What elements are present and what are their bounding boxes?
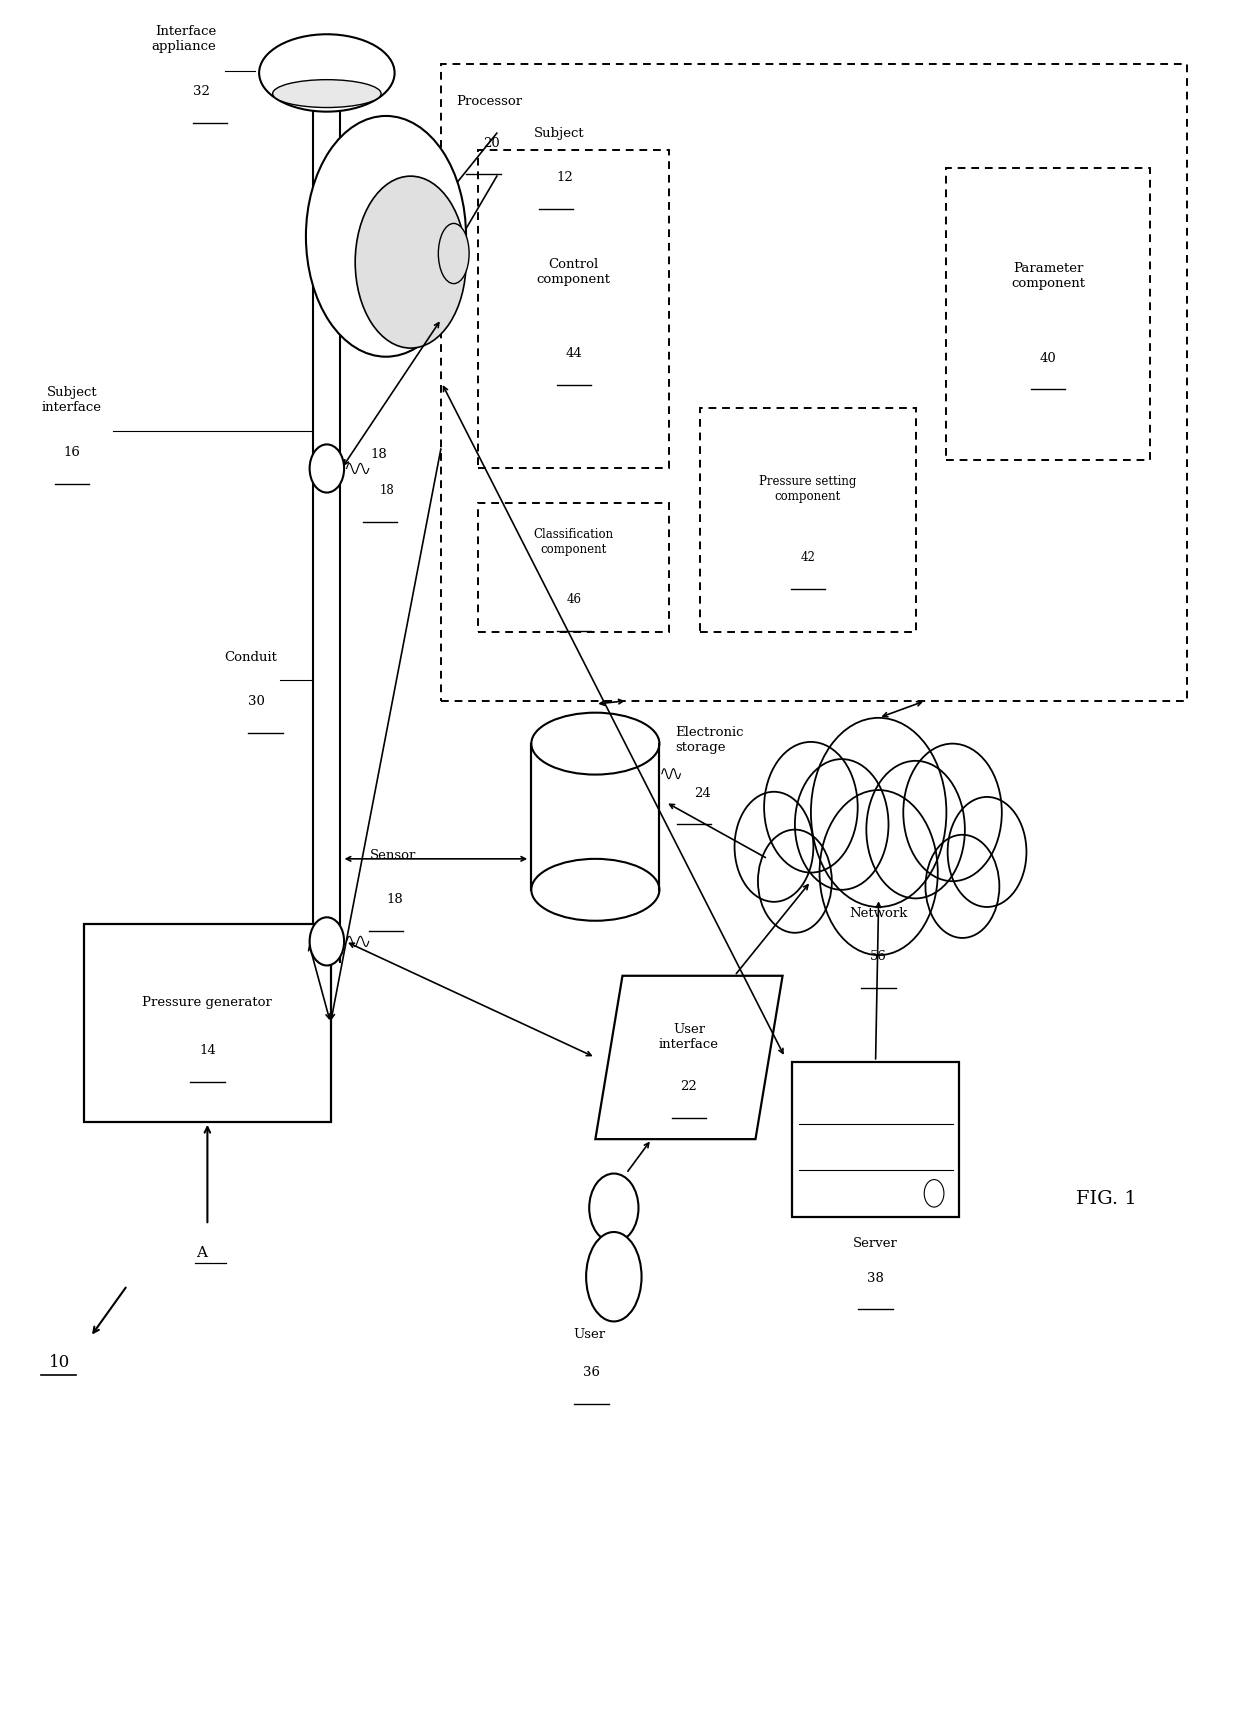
Bar xyxy=(479,150,670,468)
Circle shape xyxy=(764,741,858,873)
Text: 24: 24 xyxy=(694,786,711,800)
Circle shape xyxy=(903,743,1002,881)
Text: 22: 22 xyxy=(681,1080,697,1092)
Ellipse shape xyxy=(306,116,466,356)
Bar xyxy=(946,168,1149,460)
Bar xyxy=(792,1061,959,1217)
Text: Conduit: Conduit xyxy=(224,651,278,664)
Text: Pressure generator: Pressure generator xyxy=(143,995,273,1009)
Circle shape xyxy=(310,918,345,966)
Text: Network: Network xyxy=(849,907,908,919)
Text: A: A xyxy=(196,1246,207,1260)
Text: Subject: Subject xyxy=(533,126,584,140)
Ellipse shape xyxy=(531,712,660,774)
Text: 38: 38 xyxy=(867,1272,884,1284)
Text: 36: 36 xyxy=(583,1367,600,1379)
Circle shape xyxy=(795,759,889,890)
Text: Parameter
component: Parameter component xyxy=(1011,263,1085,290)
Ellipse shape xyxy=(438,223,469,283)
Ellipse shape xyxy=(259,35,394,112)
Circle shape xyxy=(867,760,965,899)
Ellipse shape xyxy=(531,859,660,921)
Circle shape xyxy=(758,829,832,933)
Bar xyxy=(479,503,670,632)
Text: 16: 16 xyxy=(63,446,81,460)
Text: 32: 32 xyxy=(193,85,210,98)
Text: Subject
interface: Subject interface xyxy=(42,385,102,413)
Text: Interface
appliance: Interface appliance xyxy=(151,24,216,52)
Text: 12: 12 xyxy=(556,171,573,183)
Bar xyxy=(84,924,331,1121)
Text: User
interface: User interface xyxy=(658,1023,719,1051)
Text: Electronic
storage: Electronic storage xyxy=(676,726,744,755)
Circle shape xyxy=(820,790,937,956)
Bar xyxy=(441,64,1187,700)
Text: 30: 30 xyxy=(248,695,265,708)
Text: 42: 42 xyxy=(800,551,815,563)
Text: 20: 20 xyxy=(484,137,500,150)
Text: 14: 14 xyxy=(198,1044,216,1058)
Text: FIG. 1: FIG. 1 xyxy=(1076,1191,1137,1208)
Text: Pressure setting
component: Pressure setting component xyxy=(759,475,857,503)
Text: 18: 18 xyxy=(379,484,394,498)
Text: 40: 40 xyxy=(1039,351,1056,365)
Text: Processor: Processor xyxy=(456,95,522,109)
Circle shape xyxy=(589,1173,639,1242)
Circle shape xyxy=(310,444,345,492)
Polygon shape xyxy=(595,976,782,1139)
Circle shape xyxy=(947,797,1027,907)
Ellipse shape xyxy=(273,79,381,107)
Text: 10: 10 xyxy=(48,1355,71,1372)
Ellipse shape xyxy=(355,176,466,347)
Text: 44: 44 xyxy=(565,347,583,359)
Text: Control
component: Control component xyxy=(537,257,611,285)
Text: 18: 18 xyxy=(386,893,403,905)
Text: 56: 56 xyxy=(870,950,887,962)
Text: User: User xyxy=(573,1329,605,1341)
Bar xyxy=(701,408,915,632)
Text: 18: 18 xyxy=(370,448,387,461)
Circle shape xyxy=(811,717,946,907)
Text: Server: Server xyxy=(853,1237,898,1249)
Text: Sensor: Sensor xyxy=(370,848,417,862)
Text: 46: 46 xyxy=(567,593,582,607)
Circle shape xyxy=(925,835,999,938)
Ellipse shape xyxy=(587,1232,641,1322)
Text: Classification
component: Classification component xyxy=(533,527,614,556)
Circle shape xyxy=(734,791,813,902)
Bar xyxy=(531,743,660,890)
